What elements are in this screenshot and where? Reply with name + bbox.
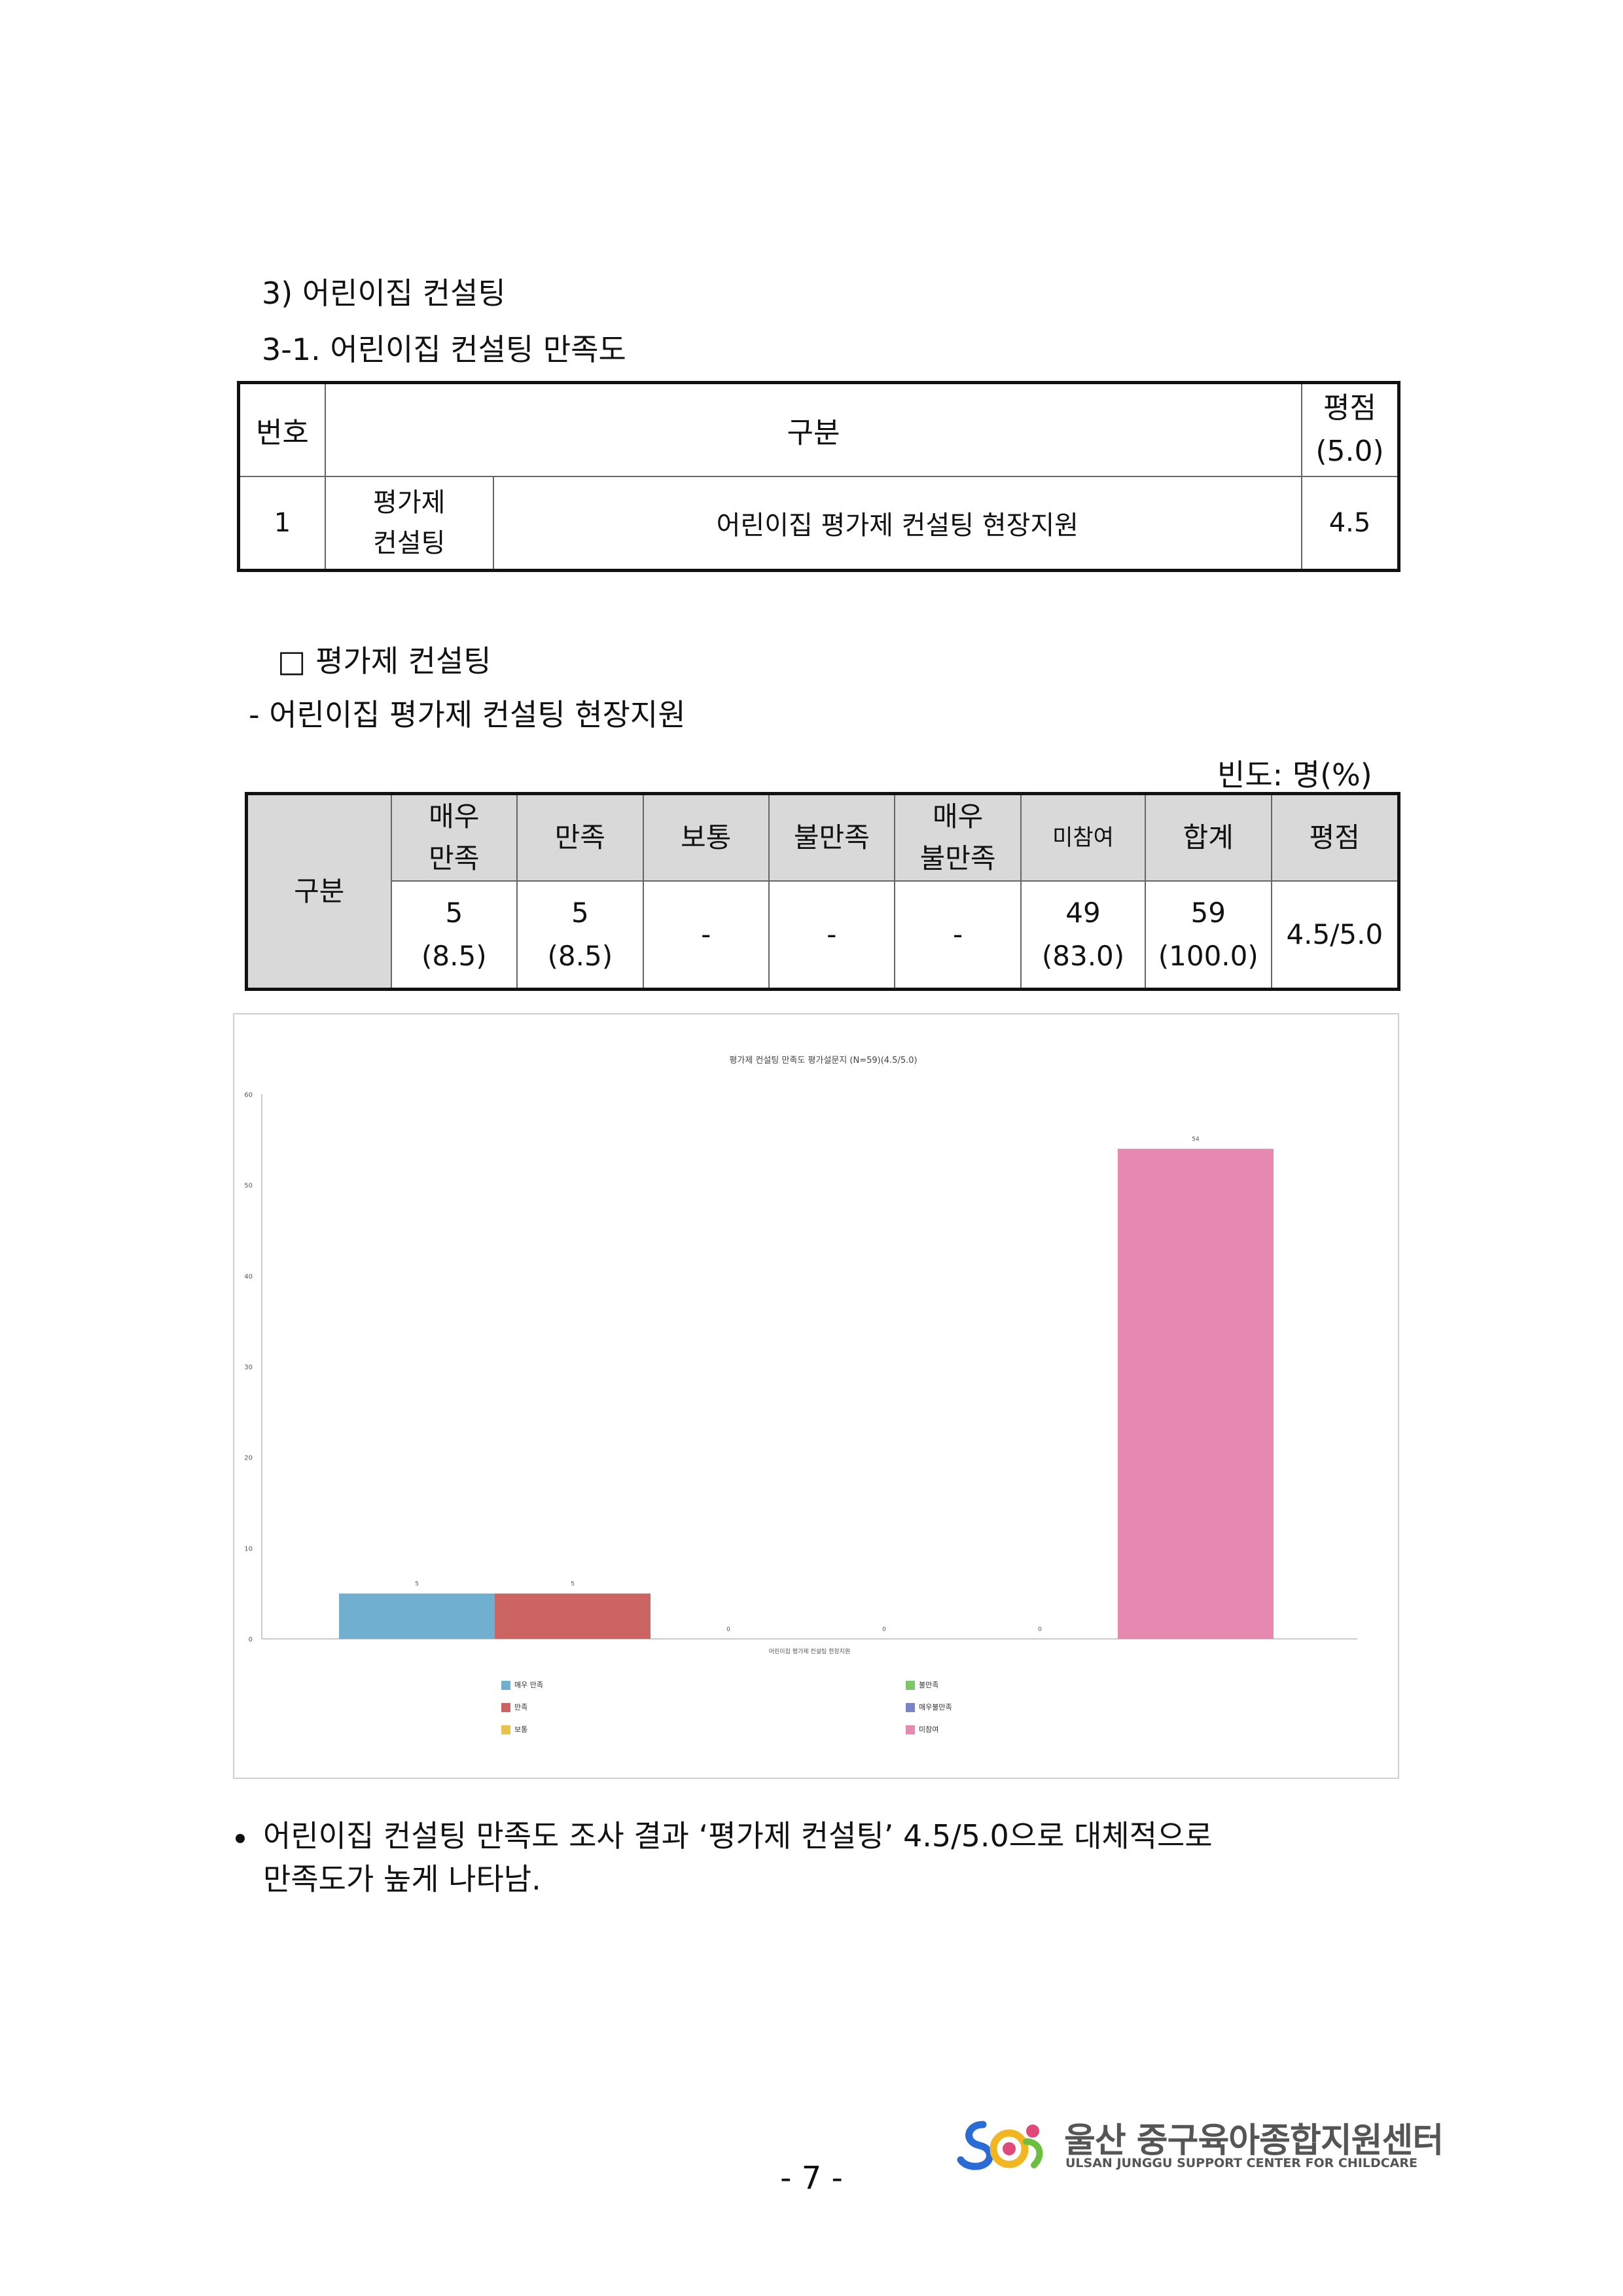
legend-item: 매우불만족 — [906, 1702, 952, 1712]
col-score: 평점 — [1270, 793, 1400, 882]
legend-item: 미참여 — [906, 1724, 938, 1734]
legend-label: 매우 만족 — [514, 1681, 543, 1689]
section-heading: 3) 어린이집 컨설팅 — [262, 276, 506, 311]
legend-label: 보통 — [514, 1725, 528, 1734]
row-header: 구분 — [245, 793, 392, 990]
table-row: 1 평가제 컨설팅 어린이집 평가제 컨설팅 현장지원 4.5 — [238, 476, 1400, 571]
col-total: 합계 — [1144, 793, 1272, 882]
table-row: 5 (8.5) 5 (8.5) - - - 49 (83.0) 59 (100.0) 4… — [247, 880, 1400, 990]
y-tick-label: 0 — [249, 1636, 253, 1643]
legend-swatch — [906, 1703, 915, 1712]
cell-pct: (100.0) — [1158, 940, 1258, 972]
center-logo: 울산 중구육아종합지원센터 ULSAN JUNGGU SUPPORT CENTE… — [957, 2113, 1444, 2178]
row-no: 1 — [238, 476, 326, 571]
header-score: 평점 (5.0) — [1301, 382, 1400, 477]
legend-item: 만족 — [501, 1702, 527, 1712]
cell-pct: (83.0) — [1041, 940, 1125, 972]
summary-table: 번호 구분 평점 (5.0) 1 평가제 컨설팅 어린이집 평가제 컨설팅 현장… — [237, 381, 1400, 572]
bar-data-label: 0 — [1038, 1626, 1042, 1633]
cell-score: 4.5/5.0 — [1270, 880, 1400, 990]
logo-korean-text: 울산 중구육아종합지원센터 — [1064, 2121, 1444, 2161]
cell-non-participation: 49 (83.0) — [1020, 880, 1146, 990]
header-no: 번호 — [238, 382, 326, 477]
cell-count: 49 — [1065, 897, 1101, 929]
bar-data-label: 0 — [882, 1626, 886, 1633]
y-tick-label: 40 — [244, 1273, 253, 1280]
legend-swatch — [501, 1725, 510, 1734]
x-axis-label: 어린이집 평가제 컨설팅 현장지원 — [769, 1647, 851, 1655]
conclusion-line2: 만족도가 높게 나타남. — [263, 1861, 541, 1897]
legend-item: 불만족 — [906, 1679, 938, 1690]
legend-item: 보통 — [501, 1724, 527, 1734]
subsection-box-title: □ 평가제 컨설팅 — [277, 643, 491, 679]
header-score-line2: (5.0) — [1315, 435, 1384, 468]
section-subheading: 3-1. 어린이집 컨설팅 만족도 — [262, 332, 626, 367]
bar-data-label: 54 — [1192, 1136, 1200, 1143]
cell-count: 59 — [1190, 897, 1226, 929]
bar-6 — [1118, 1149, 1274, 1639]
legend-label: 미참여 — [919, 1725, 939, 1734]
bar-1 — [339, 1593, 495, 1639]
y-tick-label: 10 — [244, 1545, 253, 1552]
bar-data-label: 5 — [571, 1581, 575, 1588]
legend-swatch — [501, 1703, 510, 1712]
cell-neutral: - — [642, 880, 770, 990]
y-tick-label: 20 — [244, 1455, 253, 1462]
row-item: 어린이집 평가제 컨설팅 현장지원 — [492, 476, 1303, 571]
bar-chart: 평가제 컨설팅 만족도 평가설문지 (N=59)(4.5/5.0) 0 10 20 3… — [244, 1056, 1357, 1655]
cell-dissatisfied: - — [768, 880, 895, 990]
col-neutral: 보통 — [642, 793, 770, 882]
col-line2: 불만족 — [919, 842, 996, 874]
legend-label: 만족 — [514, 1703, 528, 1712]
frequency-table-header: 구분 매우 만족 만족 보통 불만족 매우 불만족 미참여 합계 평점 — [245, 793, 1400, 990]
col-non-participation: 미참여 — [1020, 793, 1146, 882]
frequency-table: 구분 매우 만족 만족 보통 불만족 매우 불만족 미참여 합계 평점 5 (8.… — [245, 792, 1400, 991]
bar-data-label: 5 — [415, 1581, 419, 1588]
legend-swatch — [906, 1681, 915, 1690]
col-very-dissatisfied: 매우 불만족 — [893, 793, 1022, 882]
chart-title: 평가제 컨설팅 만족도 평가설문지 (N=59)(4.5/5.0) — [729, 1056, 917, 1066]
cell-count: 5 — [445, 897, 463, 929]
col-line1: 매우 — [932, 800, 984, 833]
cell-satisfied: 5 (8.5) — [516, 880, 644, 990]
bullet-icon — [236, 1833, 245, 1843]
cell-pct: (8.5) — [421, 940, 487, 972]
logo-english-text: ULSAN JUNGGU SUPPORT CENTER FOR CHILDCAR… — [1065, 2156, 1418, 2170]
conclusion-line1: 어린이집 컨설팅 만족도 조사 결과 ‘평가제 컨설팅’ 4.5/5.0으로 대… — [263, 1818, 1213, 1854]
legend-swatch — [501, 1681, 510, 1690]
y-tick-label: 50 — [244, 1183, 253, 1190]
row-group: 평가제 컨설팅 — [324, 476, 494, 571]
conclusion-paragraph: 어린이집 컨설팅 만족도 조사 결과 ‘평가제 컨설팅’ 4.5/5.0으로 대… — [230, 1814, 1408, 1901]
col-line1: 매우 — [429, 800, 480, 833]
row-group-line2: 컨설팅 — [373, 528, 446, 558]
col-dissatisfied: 불만족 — [768, 793, 895, 882]
row-group-line1: 평가제 — [373, 488, 446, 518]
header-category: 구분 — [324, 382, 1303, 477]
legend-swatch — [906, 1725, 915, 1734]
col-very-satisfied: 매우 만족 — [390, 793, 518, 882]
legend-label: 불만족 — [919, 1681, 939, 1689]
y-tick-label: 60 — [244, 1092, 253, 1099]
logo-mark-icon — [957, 2121, 1043, 2170]
bar-data-label: 0 — [726, 1626, 730, 1633]
col-line2: 만족 — [429, 842, 480, 874]
page-number: - 7 - — [780, 2160, 843, 2197]
summary-table-header: 번호 구분 평점 (5.0) — [238, 382, 1400, 477]
cell-count: 5 — [571, 897, 589, 929]
legend-item: 매우 만족 — [501, 1679, 543, 1690]
cell-very-dissatisfied: - — [893, 880, 1022, 990]
cell-total: 59 (100.0) — [1144, 880, 1272, 990]
cell-pct: (8.5) — [547, 940, 613, 972]
y-tick-label: 30 — [244, 1364, 253, 1371]
bar-2 — [495, 1593, 651, 1639]
chart-container: 평가제 컨설팅 만족도 평가설문지 (N=59)(4.5/5.0) 0 10 20 3… — [233, 1013, 1399, 1779]
cell-very-satisfied: 5 (8.5) — [390, 880, 518, 990]
header-score-line1: 평점 — [1323, 391, 1376, 425]
col-satisfied: 만족 — [516, 793, 644, 882]
subsection-dash-title: - 어린이집 평가제 컨설팅 현장지원 — [249, 697, 686, 732]
unit-label: 빈도: 명(%) — [1217, 757, 1372, 793]
legend-label: 매우불만족 — [919, 1703, 952, 1712]
row-score: 4.5 — [1301, 476, 1400, 571]
